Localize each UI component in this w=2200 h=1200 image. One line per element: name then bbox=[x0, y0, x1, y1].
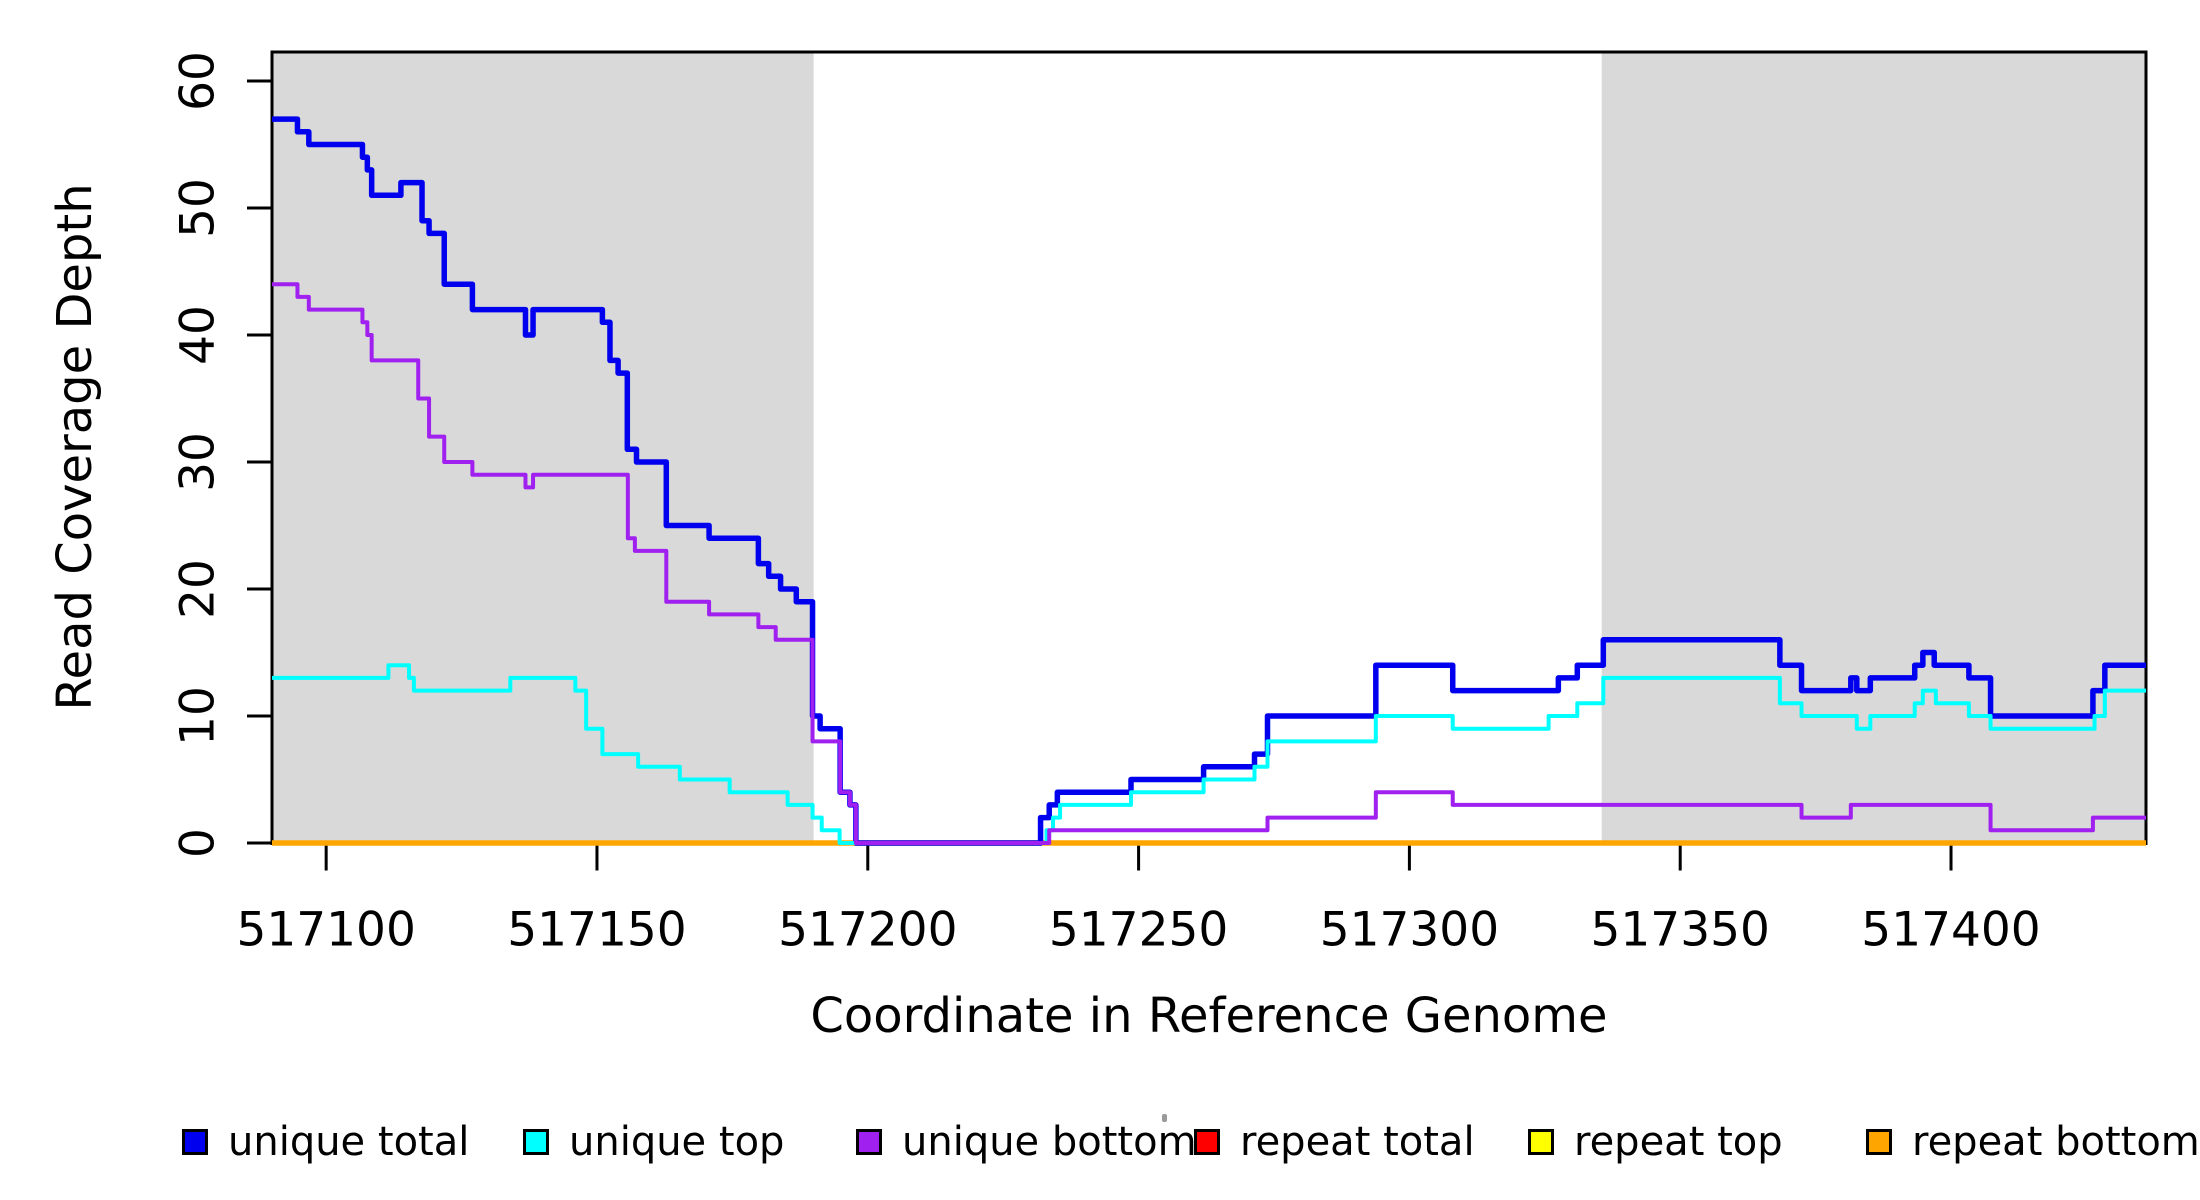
x-tick-label: 517250 bbox=[1049, 903, 1228, 958]
x-axis-title: Coordinate in Reference Genome bbox=[810, 988, 1608, 1044]
y-tick-label: 0 bbox=[171, 828, 226, 858]
y-tick-label: 30 bbox=[171, 432, 226, 492]
x-tick-label: 517150 bbox=[507, 903, 686, 958]
x-tick-label: 517400 bbox=[1861, 903, 2040, 958]
x-tick-label: 517100 bbox=[236, 903, 415, 958]
x-tick-label: 517350 bbox=[1590, 903, 1769, 958]
series-path-unique-top bbox=[272, 663, 2146, 845]
y-tick-label: 60 bbox=[171, 51, 226, 111]
x-tick-label: 517200 bbox=[778, 903, 957, 958]
y-tick-label: 20 bbox=[171, 559, 226, 619]
stray-mark bbox=[1162, 1114, 1167, 1122]
x-tick-label: 517300 bbox=[1320, 903, 1499, 958]
y-tick-label: 40 bbox=[171, 305, 226, 365]
shaded-region bbox=[272, 52, 814, 844]
y-axis-title: Read Coverage Depth bbox=[47, 183, 103, 711]
series-path-unique-bottom bbox=[272, 282, 2146, 845]
shaded-region bbox=[1601, 52, 2146, 844]
y-tick-label: 10 bbox=[171, 686, 226, 746]
y-tick-label: 50 bbox=[171, 178, 226, 238]
